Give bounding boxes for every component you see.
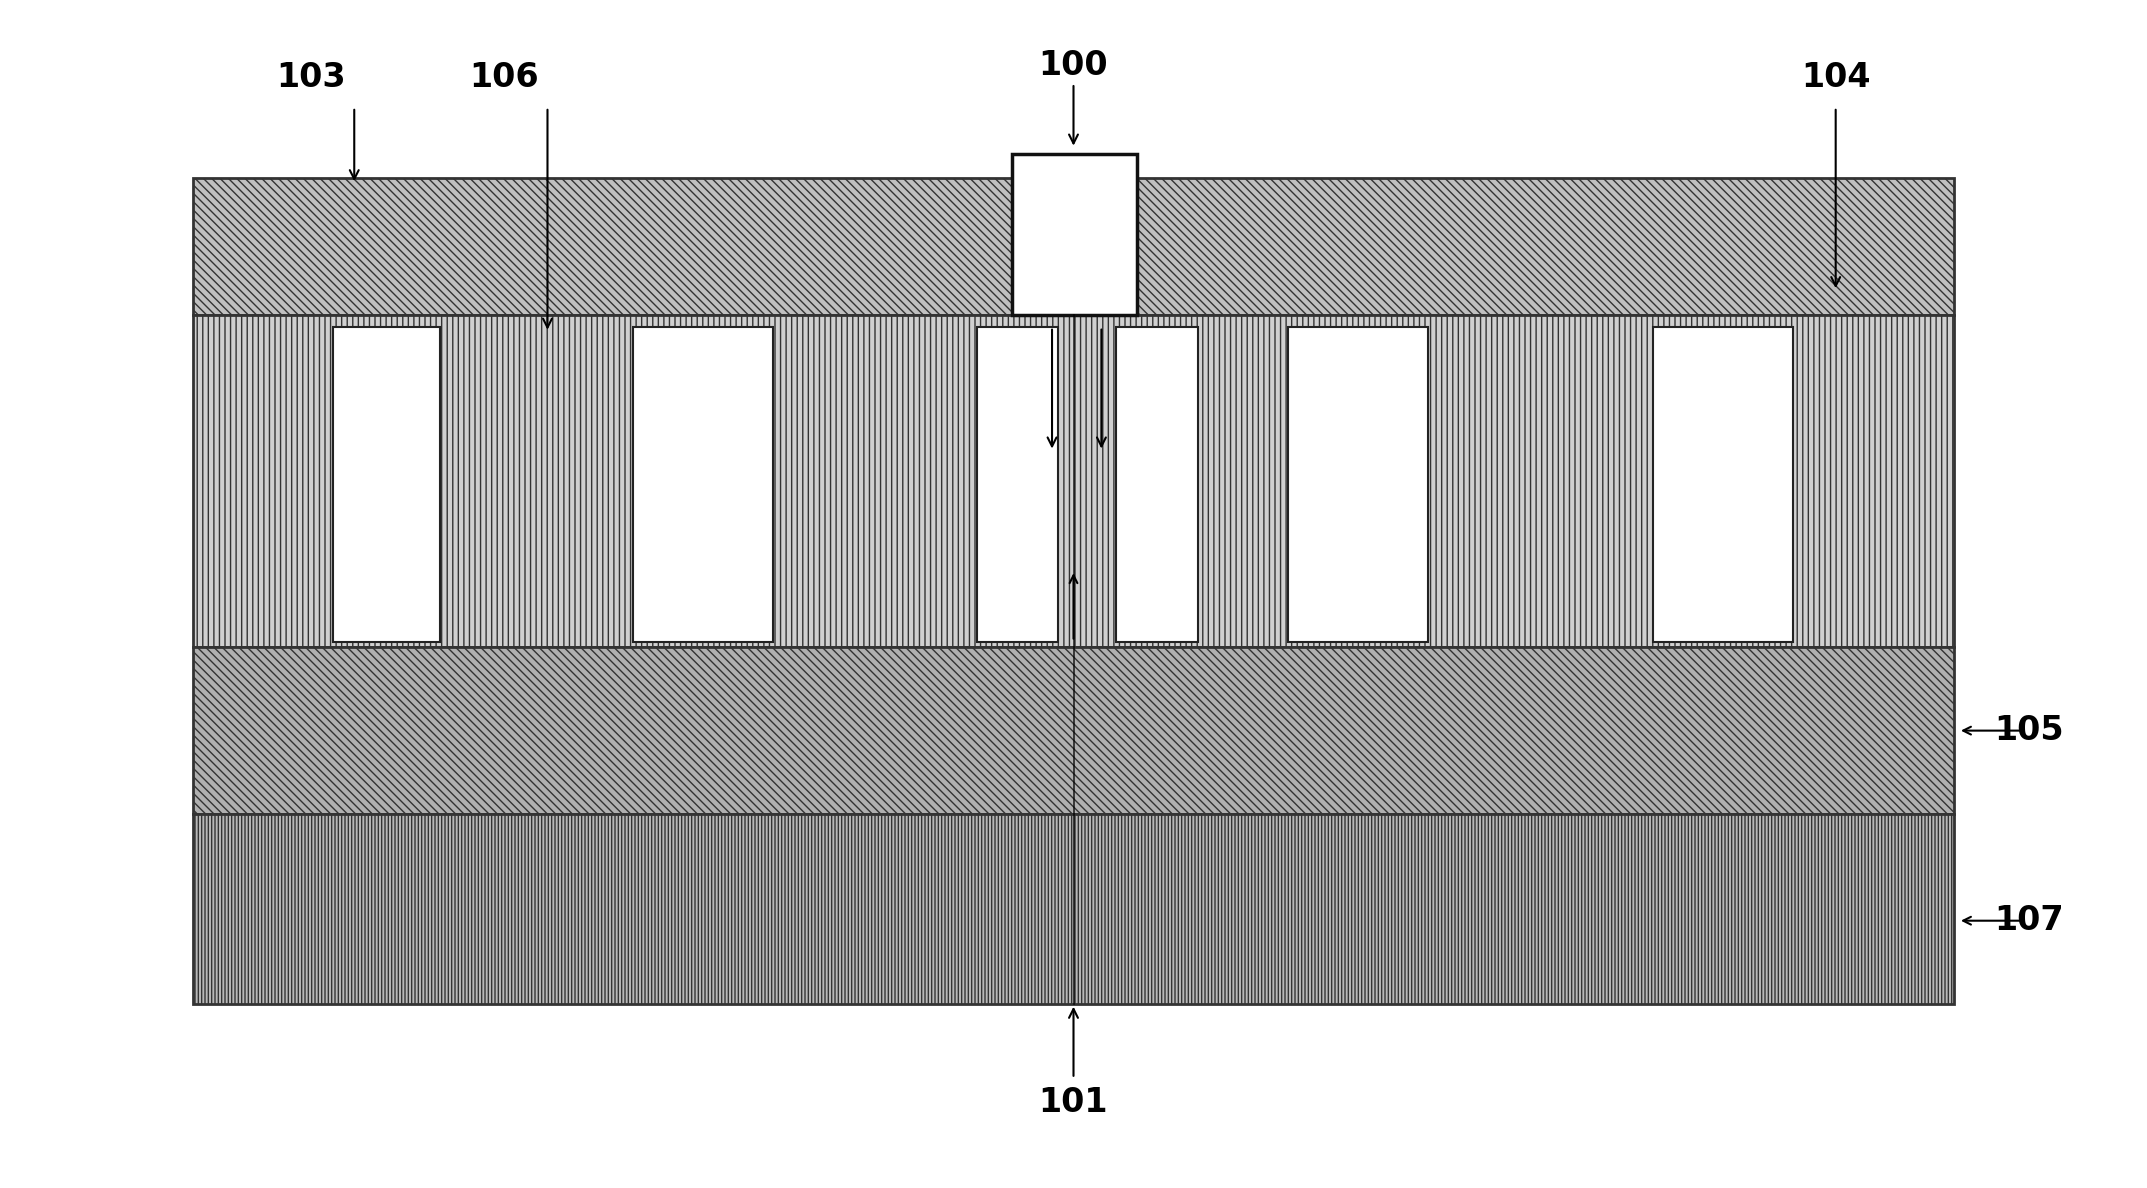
Text: 105: 105	[1995, 714, 2063, 747]
Text: 101: 101	[1039, 1086, 1108, 1119]
Bar	[193, 315, 1954, 647]
Bar	[1653, 327, 1793, 642]
Bar	[633, 327, 773, 642]
Text: 100: 100	[1039, 49, 1108, 82]
Bar	[1116, 327, 1198, 642]
Bar	[977, 327, 1058, 642]
Bar	[193, 647, 1954, 814]
Bar	[1013, 154, 1138, 315]
Text: 103: 103	[277, 61, 346, 94]
Text: 107: 107	[1995, 904, 2063, 937]
Bar	[333, 327, 440, 642]
Text: 104: 104	[1801, 61, 1870, 94]
Bar	[193, 178, 1954, 315]
Text: 106: 106	[470, 61, 539, 94]
Bar	[193, 814, 1954, 1004]
Bar	[1288, 327, 1428, 642]
